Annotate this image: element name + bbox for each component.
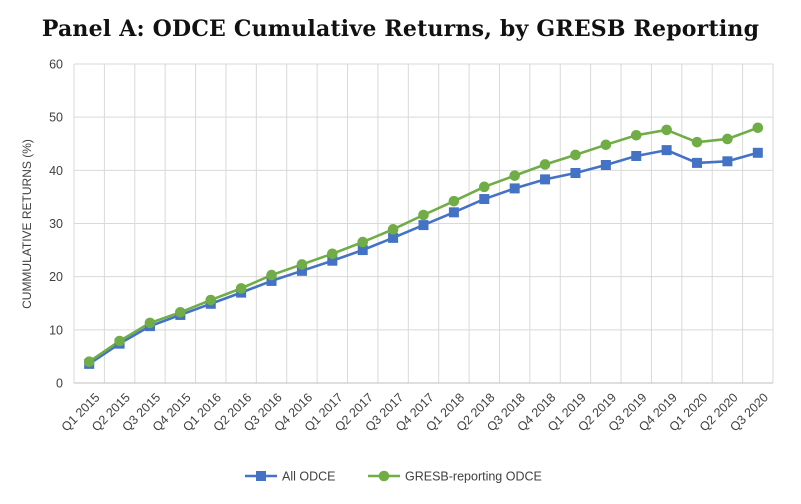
series-line bbox=[87, 148, 760, 366]
data-point-marker bbox=[570, 167, 581, 178]
series-line bbox=[87, 126, 760, 364]
data-point-marker bbox=[630, 129, 642, 141]
data-point-marker bbox=[722, 133, 733, 145]
chart-title: Panel A: ODCE Cumulative Returns, by GRE… bbox=[41, 16, 760, 42]
data-point-marker bbox=[448, 195, 460, 207]
y-tick-label: 0 bbox=[56, 377, 63, 391]
data-point-marker bbox=[752, 147, 763, 158]
y-tick-label: 30 bbox=[49, 217, 63, 231]
data-point-marker bbox=[722, 156, 733, 167]
y-tick-label: 20 bbox=[49, 270, 63, 284]
data-point-marker bbox=[509, 183, 520, 194]
legend-marker bbox=[378, 470, 390, 482]
y-tick-label: 10 bbox=[49, 323, 63, 337]
data-point-marker bbox=[661, 124, 672, 136]
data-point-marker bbox=[235, 283, 247, 294]
data-point-marker bbox=[752, 122, 764, 134]
y-tick-label: 60 bbox=[49, 58, 63, 72]
data-point-marker bbox=[296, 259, 308, 270]
data-point-marker bbox=[357, 236, 369, 248]
data-point-marker bbox=[540, 174, 551, 185]
data-point-marker bbox=[570, 149, 581, 161]
data-point-marker bbox=[144, 317, 156, 329]
data-point-marker bbox=[448, 207, 459, 218]
y-tick-label: 50 bbox=[49, 111, 63, 125]
data-point-marker bbox=[478, 181, 490, 193]
data-point-marker bbox=[418, 220, 429, 231]
data-point-marker bbox=[661, 145, 672, 156]
data-point-marker bbox=[600, 160, 611, 171]
series-lines bbox=[87, 126, 760, 366]
data-point-marker bbox=[205, 294, 217, 306]
data-point-marker bbox=[692, 157, 703, 168]
y-tick-label: 40 bbox=[49, 164, 63, 178]
data-point-marker bbox=[357, 245, 368, 256]
data-point-marker bbox=[296, 265, 307, 276]
data-point-marker bbox=[509, 170, 520, 181]
data-point-marker bbox=[539, 159, 551, 170]
data-point-marker bbox=[631, 150, 642, 161]
data-point-marker bbox=[600, 139, 612, 151]
data-point-marker bbox=[266, 275, 277, 286]
data-point-marker bbox=[479, 194, 490, 205]
data-point-marker bbox=[418, 209, 429, 221]
data-point-marker bbox=[266, 269, 277, 281]
series-markers bbox=[83, 122, 764, 369]
data-point-marker bbox=[387, 224, 399, 235]
data-point-marker bbox=[83, 356, 95, 368]
data-point-marker bbox=[388, 232, 399, 243]
y-axis-label: CUMMULATIVE RETURNS (%) bbox=[20, 139, 34, 309]
gridlines bbox=[73, 63, 774, 383]
legend-marker bbox=[256, 471, 266, 481]
data-point-marker bbox=[327, 248, 338, 260]
legend-label: GRESB-reporting ODCE bbox=[405, 470, 542, 484]
data-point-marker bbox=[175, 306, 186, 318]
legend: All ODCE GRESB-reporting ODCE bbox=[245, 470, 542, 484]
legend-label: All ODCE bbox=[282, 470, 335, 484]
data-point-marker bbox=[327, 255, 338, 266]
data-point-marker bbox=[691, 136, 703, 148]
data-point-marker bbox=[114, 335, 125, 347]
